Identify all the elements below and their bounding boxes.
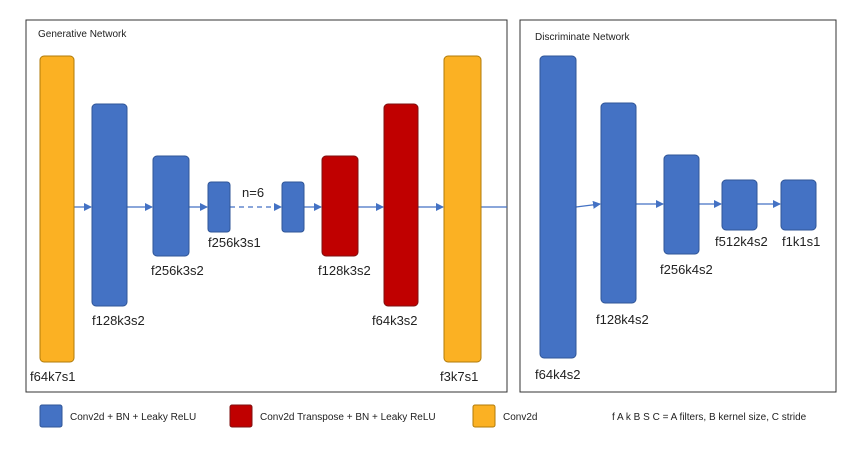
gen-layer-8-block [443,55,482,363]
disc-layer-4: f512k4s2 [715,179,768,249]
legend-transpose-label: Conv2d Transpose + BN + Leaky ReLU [260,412,436,423]
disc-layer-2-block [600,102,637,304]
disc-layer-4-block [721,179,758,231]
legend-plain-label: Conv2d [503,412,537,423]
gen-layer-7: f64k3s2 [372,103,419,328]
gen-layer-3: f256k3s2 [151,155,204,278]
gen-layer-4-block [207,181,231,233]
legend-transpose-swatch [229,404,253,428]
legend-conv-swatch [39,404,63,428]
gen-layer-6-block [321,155,359,257]
gen-layer-5-block [281,181,305,233]
disc-layer-2-label: f128k4s2 [596,312,649,327]
gen-layer-7-label: f64k3s2 [372,313,418,328]
gen-layer-7-block [383,103,419,307]
gen-layer-4-label: f256k3s1 [208,235,261,250]
disc-layer-4-label: f512k4s2 [715,234,768,249]
generative-panel [25,19,508,393]
legend-conv-label: Conv2d + BN + Leaky ReLU [70,412,196,423]
gen-layer-2: f128k3s2 [91,103,145,328]
disc-layer-3-label: f256k4s2 [660,262,713,277]
legend: Conv2d + BN + Leaky ReLU Conv2d Transpos… [39,404,807,428]
gen-layer-5 [281,181,305,233]
gen-layer-1: f64k7s1 [30,55,76,384]
gen-layer-3-label: f256k3s2 [151,263,204,278]
gen-layer-3-block [152,155,190,257]
gen-layer-1-label: f64k7s1 [30,369,76,384]
disc-layer-1: f64k4s2 [535,55,581,382]
disc-layer-5: f1k1s1 [780,179,820,249]
gen-layer-2-label: f128k3s2 [92,313,145,328]
discriminative-panel [519,19,837,393]
disc-layer-1-block [539,55,577,359]
gen-layer-8-label: f3k7s1 [440,369,478,384]
disc-layer-5-label: f1k1s1 [782,234,820,249]
gen-layer-2-block [91,103,128,307]
discriminative-title: Discriminate Network [535,32,630,43]
legend-notation: f A k B S C = A filters, B kernel size, … [612,412,807,423]
disc-layer-5-block [780,179,817,231]
legend-plain-swatch [472,404,496,428]
generative-title: Generative Network [38,29,127,40]
disc-layer-2: f128k4s2 [596,102,649,327]
gen-layer-4: f256k3s1 [207,181,261,250]
disc-layer-1-label: f64k4s2 [535,367,581,382]
repeat-label: n=6 [242,185,264,200]
disc-layer-3: f256k4s2 [660,154,713,277]
gen-layer-6-label: f128k3s2 [318,263,371,278]
gen-layer-8: f3k7s1 [440,55,482,384]
gen-layer-1-block [39,55,75,363]
gen-layer-6: f128k3s2 [318,155,371,278]
disc-arrow-1 [575,200,601,209]
disc-layer-3-block [663,154,700,255]
